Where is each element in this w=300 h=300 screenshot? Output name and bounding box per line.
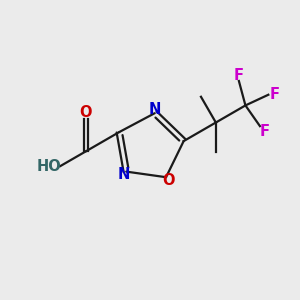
Text: O: O — [80, 105, 92, 120]
Text: F: F — [234, 68, 244, 82]
Text: F: F — [270, 87, 280, 102]
Text: F: F — [260, 124, 269, 139]
Text: N: N — [118, 167, 130, 182]
Text: N: N — [148, 102, 161, 117]
Text: HO: HO — [36, 159, 61, 174]
Text: O: O — [162, 173, 174, 188]
